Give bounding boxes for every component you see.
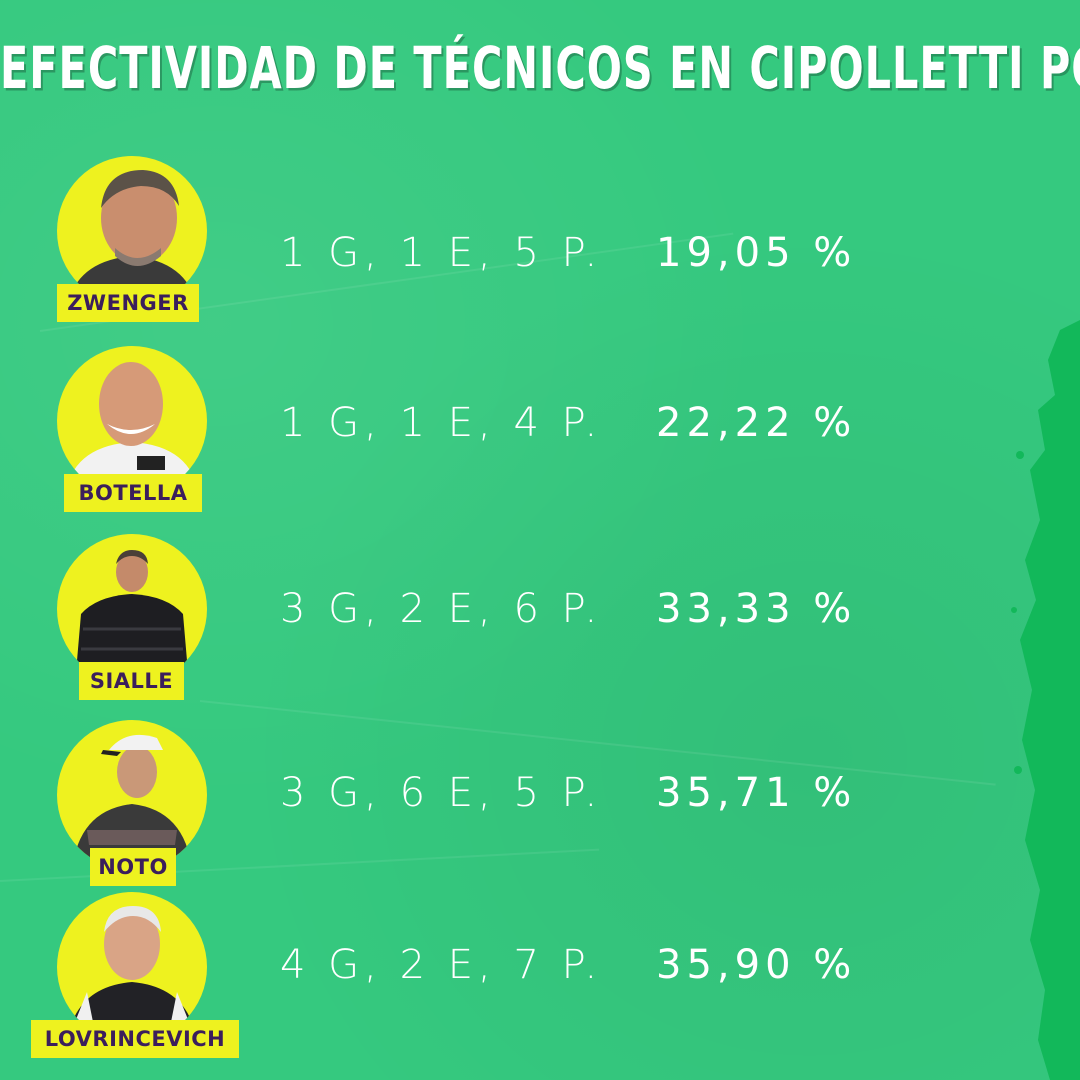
coach-name-tag: LOVRINCEVICH — [31, 1020, 239, 1058]
coach-row: LOVRINCEVICH 4 G, 2 E, 7 P. 35,90 % — [0, 892, 1080, 1062]
coach-name-tag: ZWENGER — [57, 284, 199, 322]
coach-percentage: 33,33 % — [656, 586, 857, 632]
coach-name-tag: SIALLE — [79, 662, 184, 700]
coach-record: 3 G, 6 E, 5 P. — [280, 770, 603, 816]
coach-record: 1 G, 1 E, 4 P. — [280, 400, 603, 446]
coach-name-tag: NOTO — [90, 848, 176, 886]
coach-record: 1 G, 1 E, 5 P. — [280, 230, 603, 276]
coach-name-tag: BOTELLA — [64, 474, 202, 512]
brush-paint-edge — [1011, 320, 1080, 1080]
coach-photo — [57, 534, 207, 684]
coach-record: 4 G, 2 E, 7 P. — [280, 942, 603, 988]
page-title: EFECTIVIDAD DE TÉCNICOS EN CIPOLLETTI PO… — [0, 34, 1080, 102]
coach-percentage: 35,71 % — [656, 770, 857, 816]
coach-percentage: 22,22 % — [656, 400, 857, 446]
coach-percentage: 19,05 % — [656, 230, 857, 276]
coach-row: SIALLE 3 G, 2 E, 6 P. 33,33 % — [0, 534, 1080, 704]
coach-record: 3 G, 2 E, 6 P. — [280, 586, 603, 632]
coach-row: NOTO 3 G, 6 E, 5 P. 35,71 % — [0, 720, 1080, 890]
coach-row: BOTELLA 1 G, 1 E, 4 P. 22,22 % — [0, 346, 1080, 516]
coach-row: ZWENGER 1 G, 1 E, 5 P. 19,05 % — [0, 156, 1080, 326]
coach-percentage: 35,90 % — [656, 942, 857, 988]
